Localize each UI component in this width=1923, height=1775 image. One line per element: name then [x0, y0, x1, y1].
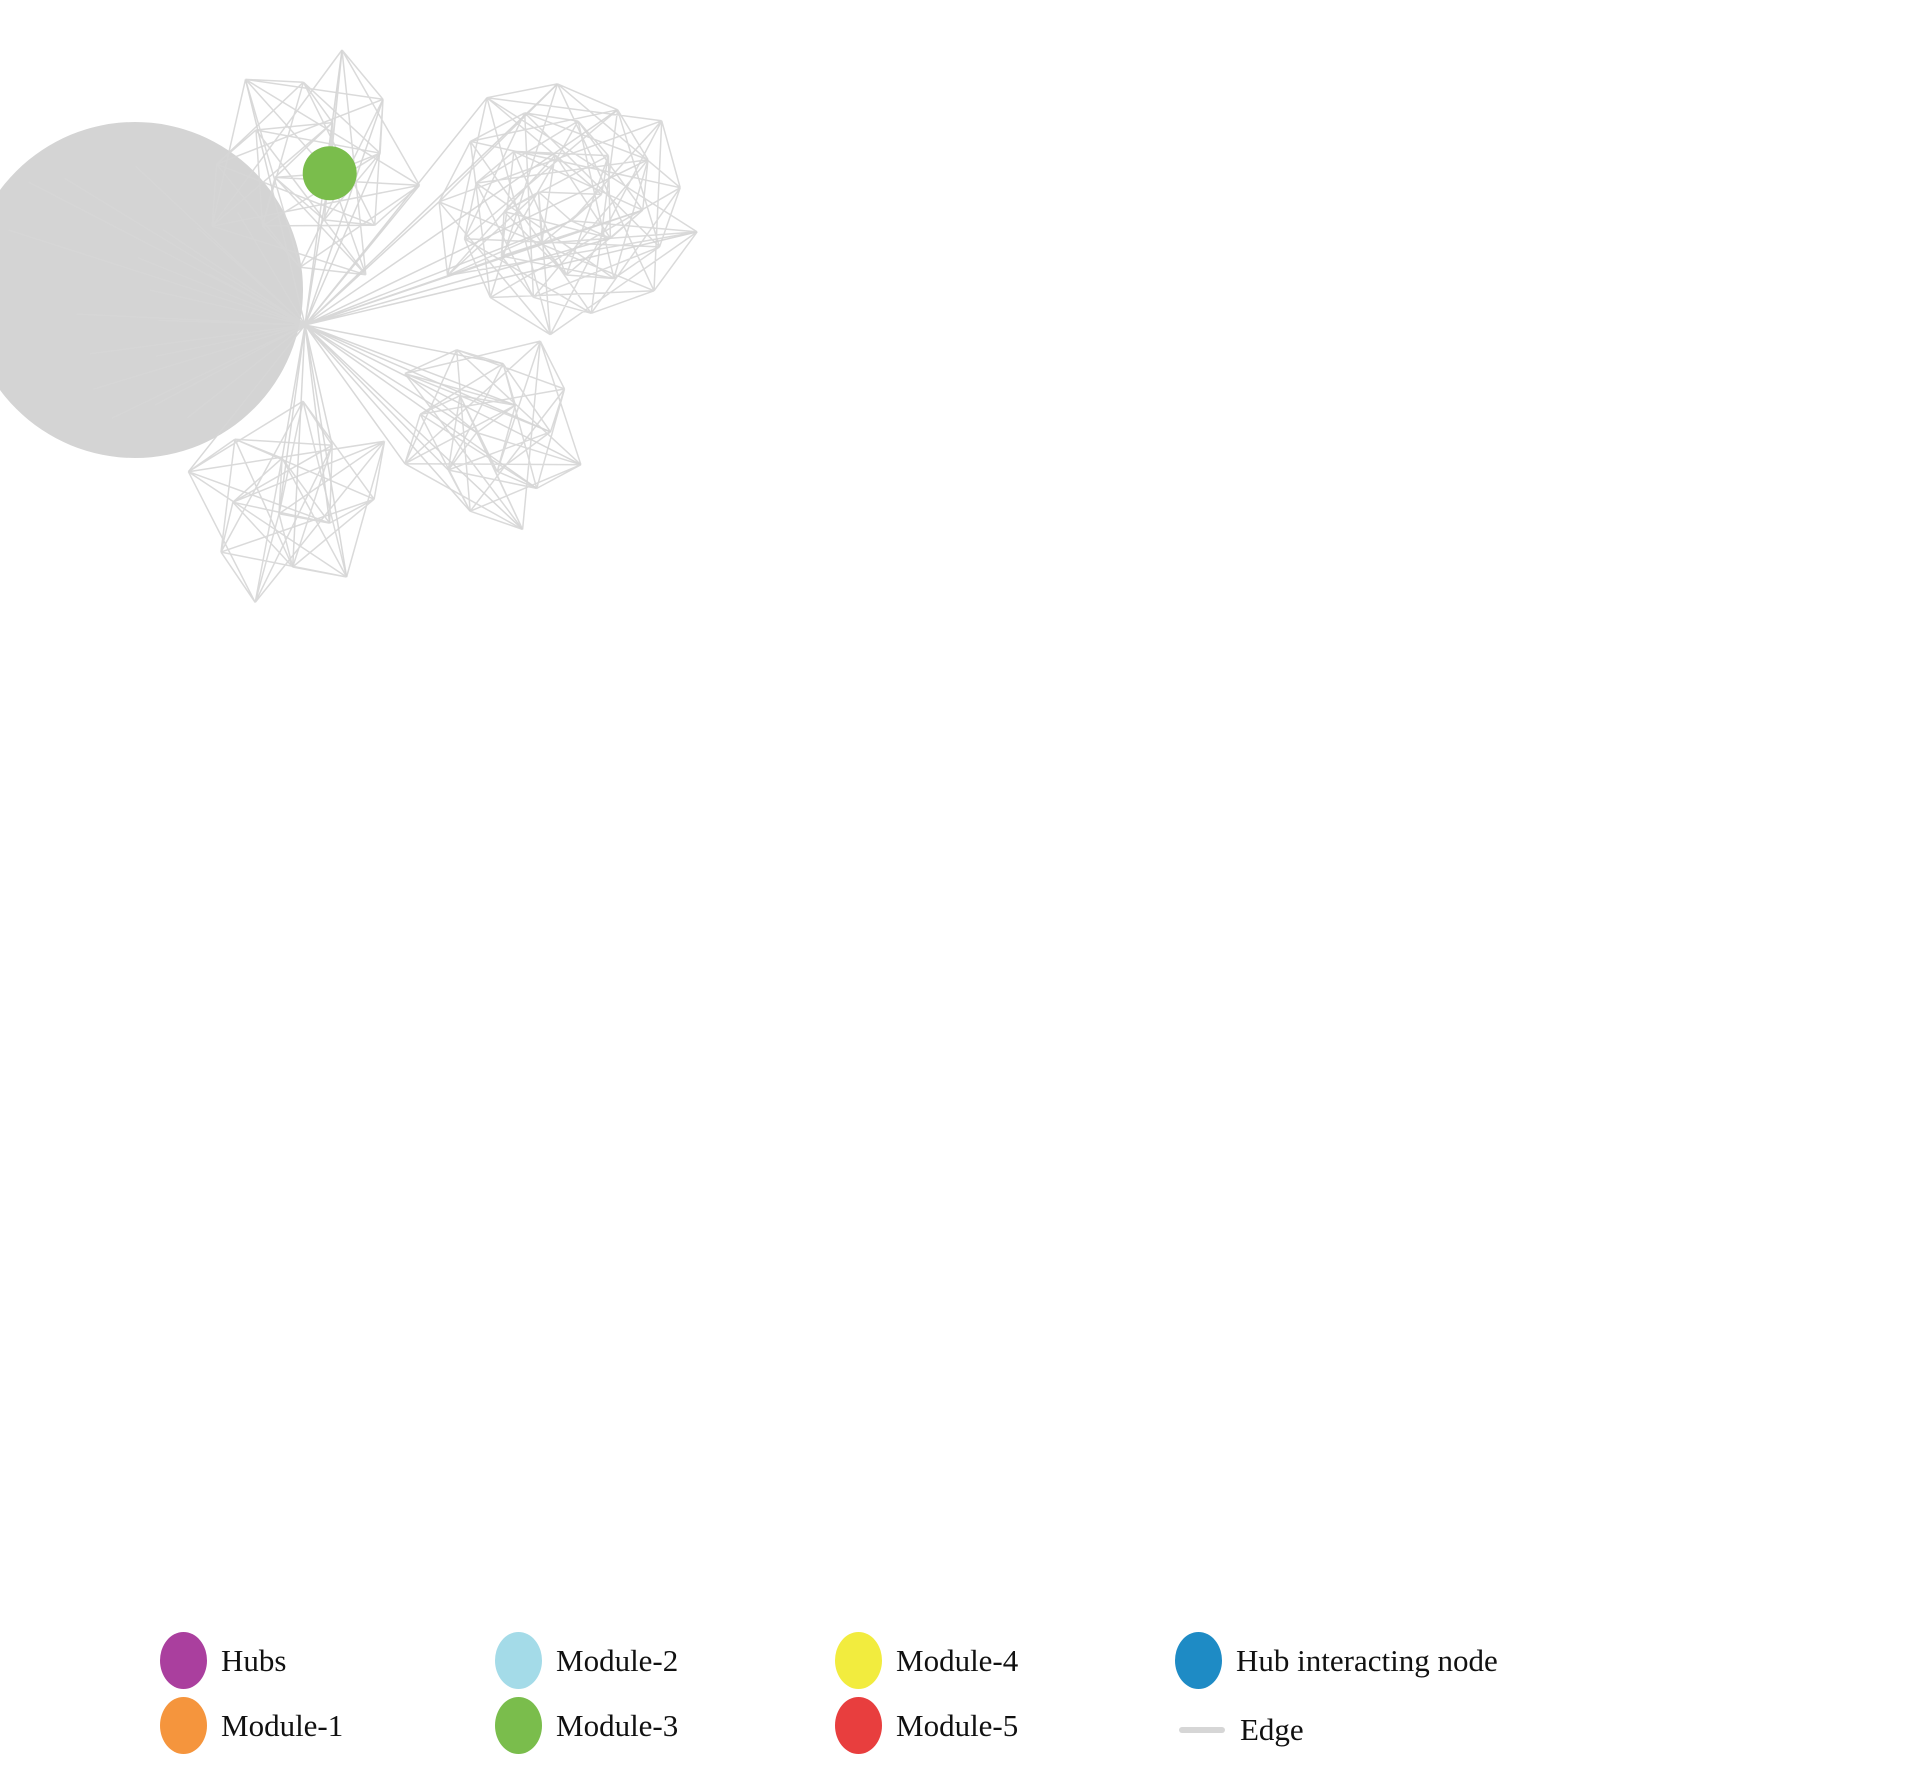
module-edges: [438, 83, 698, 336]
module-edges: [404, 340, 582, 531]
node-SLC25A6: [302, 146, 357, 201]
panel-a: [0, 49, 698, 603]
